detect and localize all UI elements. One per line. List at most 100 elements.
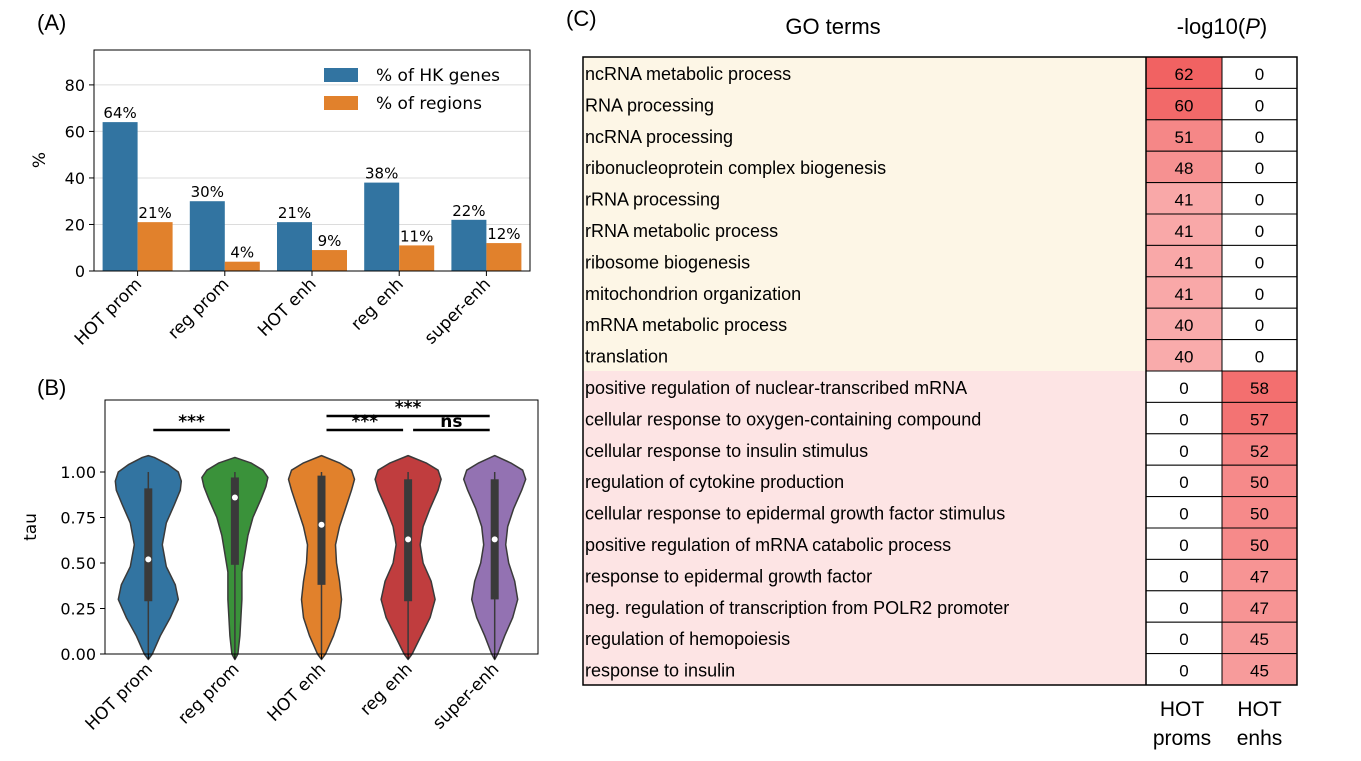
proms-cell [1145, 276, 1223, 309]
go-term-label: cellular response to oxygen-containing c… [585, 409, 981, 429]
enhs-cell [1221, 590, 1298, 623]
y-tick-label: 0.00 [60, 645, 96, 664]
go-term-label: ribosome biogenesis [585, 252, 750, 272]
go-term-label: translation [585, 347, 668, 367]
proms-cell [1145, 401, 1223, 435]
proms-value: 62 [1175, 65, 1194, 84]
x-tick-label: reg enh [347, 274, 407, 334]
x-tick-label: reg prom [164, 274, 233, 343]
violin-chart-x-ticks: HOT prom reg prom HOT enh reg enh super-enh [82, 654, 503, 735]
proms-value: 60 [1175, 96, 1194, 115]
enhs-cell [1221, 87, 1298, 121]
violin-iqr-box [230, 477, 239, 565]
proms-cell [1145, 244, 1223, 278]
bar-chart-legend: % of HK genes % of regions [324, 66, 500, 114]
bar-data-label: 38% [365, 165, 398, 183]
x-tick-label: reg prom [174, 659, 243, 728]
proms-value: 0 [1179, 505, 1188, 524]
proms-value: 41 [1175, 285, 1194, 304]
proms-value: 40 [1175, 316, 1194, 335]
go-term-label: ncRNA processing [585, 127, 733, 147]
proms-value: 41 [1175, 222, 1194, 241]
column-header-line1: HOT [1237, 698, 1282, 721]
x-tick-label: reg enh [356, 659, 416, 719]
proms-value: 0 [1179, 379, 1188, 398]
y-tick-label: 0.25 [60, 600, 96, 619]
go-term-label: cellular response to epidermal growth fa… [585, 504, 1005, 524]
enhs-value: 0 [1255, 128, 1264, 147]
bar-data-label: 22% [452, 202, 485, 220]
bar [102, 122, 138, 272]
enhs-value: 50 [1250, 536, 1269, 555]
violin-median-dot [145, 556, 152, 563]
enhs-cell [1221, 621, 1298, 655]
violin-chart-violins [114, 454, 527, 661]
enhs-cell [1221, 150, 1298, 184]
enhs-value: 0 [1255, 96, 1264, 115]
go-term-label: ncRNA metabolic process [585, 64, 791, 84]
legend-label: % of regions [376, 94, 482, 114]
enhs-value: 57 [1250, 410, 1269, 429]
enhs-value: 0 [1255, 222, 1264, 241]
column-header-line2: proms [1153, 727, 1211, 750]
proms-value: 40 [1175, 348, 1194, 367]
bar-chart-bars [102, 122, 522, 272]
enhs-value: 47 [1250, 599, 1269, 618]
bar [277, 222, 312, 271]
go-term-label: regulation of hemopoiesis [585, 629, 790, 649]
bar-data-label: 11% [400, 227, 433, 245]
y-tick-label: 80 [65, 76, 85, 95]
x-tick-label: super-enh [429, 659, 503, 733]
enhs-value: 0 [1255, 159, 1264, 178]
bar [189, 201, 225, 271]
go-table-column-headers: HOT proms HOT enhs [1153, 698, 1282, 750]
enhs-value: 45 [1250, 630, 1269, 649]
column-header-line2: enhs [1237, 727, 1283, 750]
bar-data-label: 12% [487, 225, 520, 243]
enhs-value: 0 [1255, 253, 1264, 272]
proms-value: 0 [1179, 630, 1188, 649]
proms-cell [1145, 56, 1223, 89]
term-group-background [583, 371, 1146, 685]
enhs-value: 52 [1250, 442, 1269, 461]
table-border [582, 56, 1298, 686]
enhs-value: 50 [1250, 473, 1269, 492]
go-term-label: response to epidermal growth factor [585, 566, 872, 586]
violin-iqr-box [144, 488, 153, 602]
proms-value: 0 [1179, 536, 1188, 555]
bar [364, 182, 400, 271]
significance-label: *** [178, 412, 205, 432]
bar [399, 245, 435, 271]
bar-chart-x-ticks: HOT prom reg prom HOT enh reg enh super-enh [71, 271, 495, 350]
log-p-header: -log10(P) [1177, 14, 1268, 39]
enhs-cell [1221, 56, 1298, 89]
y-tick-label: 1.00 [60, 463, 96, 482]
bar-chart-y-ticks: 0 20 40 60 80 [65, 76, 94, 281]
violin-median-dot [491, 536, 498, 543]
violin-median-dot [318, 521, 325, 528]
enhs-value: 0 [1255, 348, 1264, 367]
bar-data-label: 21% [138, 204, 171, 222]
enhs-cell [1221, 307, 1298, 341]
bar-data-label: 64% [103, 104, 136, 122]
enhs-cell [1221, 119, 1298, 152]
violin-chart: 0.000.250.500.751.00 HOT prom reg prom HOT… [21, 398, 539, 735]
y-tick-label: 60 [65, 122, 85, 141]
go-term-label: neg. regulation of transcription from PO… [585, 598, 1009, 618]
proms-value: 0 [1179, 567, 1188, 586]
y-tick-label: 0.75 [60, 509, 96, 528]
panel-b-label: (B) [37, 375, 66, 400]
go-term-label: positive regulation of mRNA catabolic pr… [585, 535, 951, 555]
go-term-label: rRNA metabolic process [585, 221, 778, 241]
proms-value: 0 [1179, 410, 1188, 429]
enhs-value: 50 [1250, 505, 1269, 524]
bar-chart: 64% 21% 30% 4% 21% 9% 38% 11% 22%12% 0 20 40 60 80 H… [30, 49, 531, 350]
panel-a-label: (A) [37, 10, 66, 35]
proms-cell [1145, 653, 1223, 686]
enhs-value: 0 [1255, 285, 1264, 304]
bar-chart-y-label: % [30, 152, 50, 168]
bar-chart-data-labels: 64% 21% 30% 4% 21% 9% 38% 11% 22%12% [103, 104, 520, 262]
go-term-label: RNA processing [585, 95, 714, 115]
legend-swatch [324, 68, 358, 82]
y-tick-label: 20 [65, 215, 85, 234]
